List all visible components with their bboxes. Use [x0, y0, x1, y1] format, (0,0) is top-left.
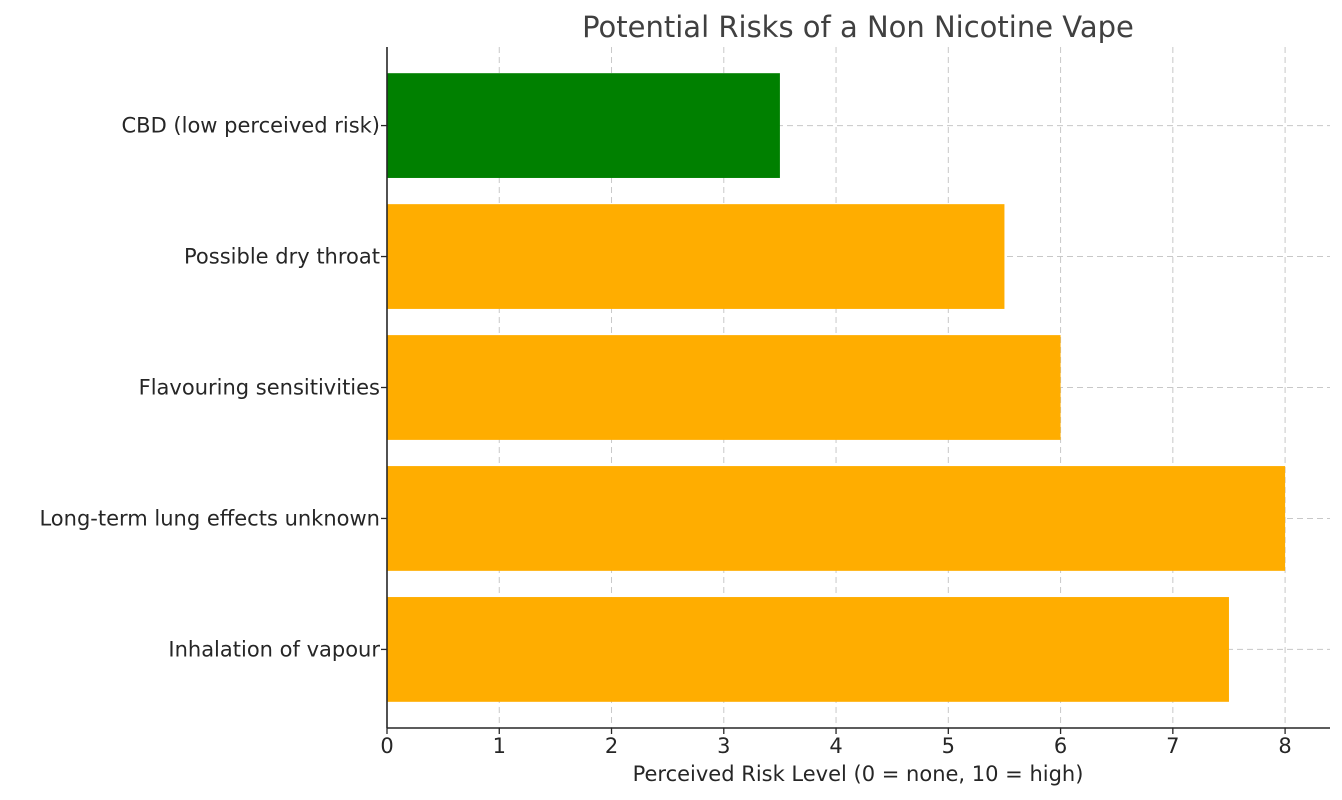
x-tick-label: 1 — [493, 734, 506, 758]
x-tick-label: 2 — [605, 734, 618, 758]
x-axis-label: Perceived Risk Level (0 = none, 10 = hig… — [633, 762, 1084, 786]
bar — [387, 466, 1286, 571]
chart-title: Potential Risks of a Non Nicotine Vape — [582, 10, 1134, 44]
y-tick-label: CBD (low perceived risk) — [122, 114, 380, 138]
x-tick-label: 0 — [380, 734, 393, 758]
y-tick-label: Flavouring sensitivities — [139, 376, 380, 400]
bars — [387, 73, 1286, 702]
bar — [387, 597, 1229, 702]
bar — [387, 204, 1005, 309]
x-tick-label: 6 — [1054, 734, 1067, 758]
tick-labels: 0 1 2 3 4 5 6 7 8 CBD (low perceived risk) Possibl… — [39, 114, 1291, 758]
x-tick-label: 7 — [1166, 734, 1179, 758]
bar — [387, 335, 1061, 440]
x-tick-label: 4 — [829, 734, 842, 758]
y-tick-label: Possible dry throat — [184, 245, 380, 269]
x-tick-label: 5 — [942, 734, 955, 758]
y-tick-label: Inhalation of vapour — [168, 637, 380, 661]
x-tick-label: 3 — [717, 734, 730, 758]
bar — [387, 73, 780, 178]
x-tick-label: 8 — [1278, 734, 1291, 758]
y-tick-label: Long-term lung effects unknown — [39, 506, 380, 530]
